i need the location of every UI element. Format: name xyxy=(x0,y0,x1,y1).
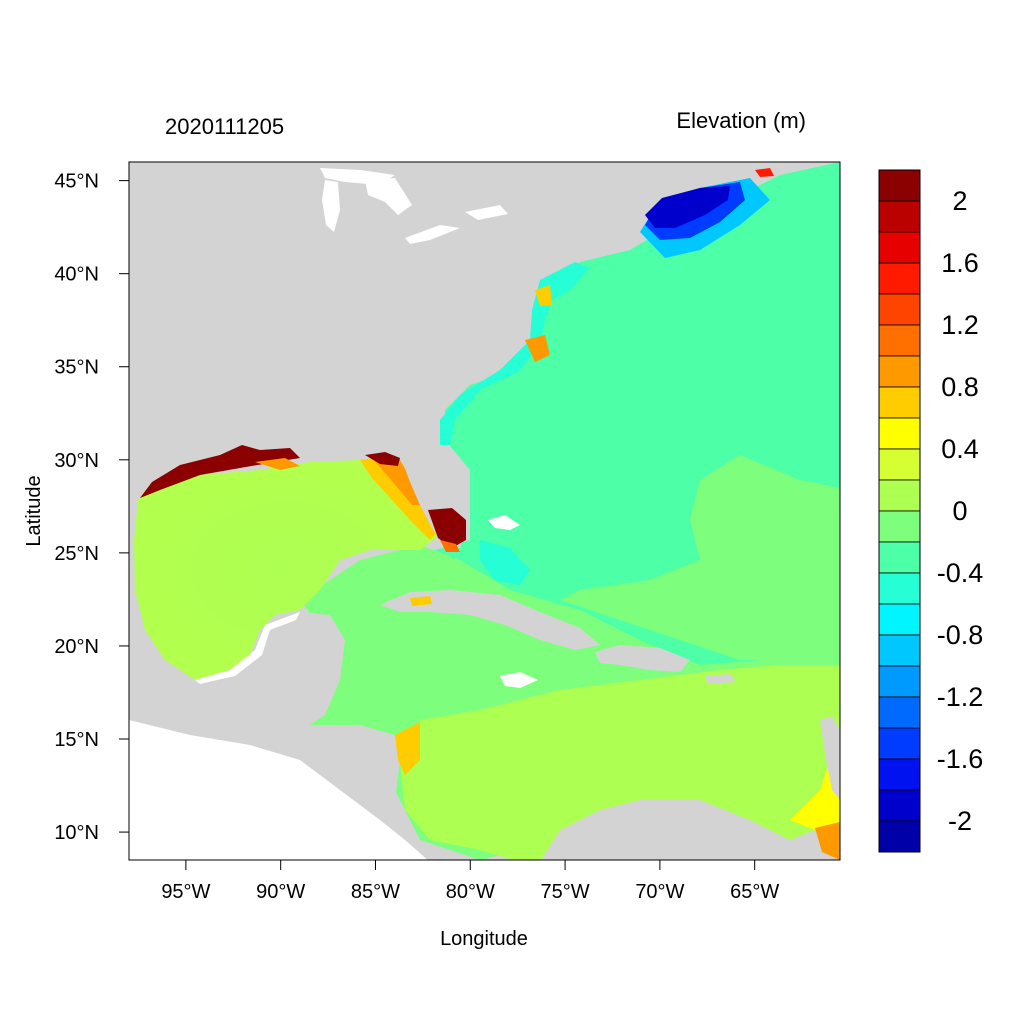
y-tick-label: 30°N xyxy=(54,450,99,472)
colorbar-swatch xyxy=(878,665,921,698)
y-tick-label: 45°N xyxy=(54,171,99,193)
colorbar-swatch xyxy=(878,324,921,357)
florida-keys-surge xyxy=(440,540,460,552)
colorbar-label: -1.2 xyxy=(937,682,984,712)
nova-scotia-surge xyxy=(755,168,774,177)
colorbar-label: 2 xyxy=(952,186,967,216)
colorbar-swatch xyxy=(878,417,921,450)
delaware-surge xyxy=(535,285,552,306)
cuba xyxy=(380,590,600,650)
colorbar-swatch xyxy=(878,448,921,481)
y-tick-label: 10°N xyxy=(54,822,99,844)
y-axis-ticks: 45°N 40°N 35°N 30°N 25°N 20°N 15°N 10°N xyxy=(54,171,129,844)
colorbar-swatch xyxy=(878,572,921,605)
lake-erie xyxy=(405,225,460,244)
y-tick-label: 40°N xyxy=(54,264,99,286)
colorbar-swatch xyxy=(878,696,921,729)
mexico-coast-white xyxy=(195,612,300,684)
colorbar-label: 0.4 xyxy=(941,434,979,464)
pamlico-sound-surge xyxy=(525,335,550,362)
gulf-of-maine-lowest xyxy=(645,186,730,228)
colorbar-swatch xyxy=(878,510,921,543)
colorbar-frame xyxy=(878,169,921,853)
lake-ontario xyxy=(465,205,508,220)
y-tick-label: 35°N xyxy=(54,357,99,379)
trinidad-surge xyxy=(815,822,840,860)
southern-caribbean-sea xyxy=(400,665,840,860)
pacific-ocean xyxy=(129,720,428,860)
x-tick-label: 90°W xyxy=(256,881,305,903)
east-coast-shelf xyxy=(440,262,590,445)
florida-west-coast-high-surge xyxy=(372,458,424,505)
bahamas-land xyxy=(488,515,520,530)
colorbar-swatch xyxy=(878,603,921,636)
florida-big-bend-inundation xyxy=(365,452,400,466)
y-axis-title: Latitude xyxy=(23,475,45,546)
y-tick-label: 20°N xyxy=(54,636,99,658)
map-date-title: 2020111205 xyxy=(165,114,284,139)
colorbar-swatch xyxy=(878,789,921,822)
elevation-colorbar: 2 1.6 1.2 0.8 0.4 0 -0.4 -0.8 -1.2 -1.6 -2 xyxy=(878,169,984,853)
x-tick-label: 95°W xyxy=(161,881,210,903)
colorbar-swatch xyxy=(878,386,921,419)
x-tick-label: 70°W xyxy=(635,881,684,903)
colorbar-label: -2 xyxy=(948,806,972,836)
x-tick-label: 75°W xyxy=(541,881,590,903)
florida-west-coast-surge xyxy=(360,455,440,540)
south-florida-inundation xyxy=(428,508,466,548)
honduras-surge xyxy=(395,722,420,775)
colorbar-label: -0.8 xyxy=(937,620,984,650)
puerto-rico xyxy=(705,674,736,684)
x-axis-title: Longitude xyxy=(440,928,528,950)
map-panel xyxy=(129,162,840,860)
colorbar-swatch xyxy=(878,231,921,264)
colorbar-swatch xyxy=(878,634,921,667)
colorbar-swatch xyxy=(878,727,921,760)
colorbar-label: 1.2 xyxy=(941,310,979,340)
colorbar-swatch xyxy=(878,355,921,388)
colorbar-label: 0.8 xyxy=(941,372,979,402)
hispaniola xyxy=(595,645,690,672)
x-tick-label: 80°W xyxy=(446,881,495,903)
y-tick-label: 25°N xyxy=(54,543,99,565)
lake-michigan xyxy=(322,180,340,232)
colorbar-swatch xyxy=(878,293,921,326)
x-tick-label: 65°W xyxy=(730,881,779,903)
jamaica xyxy=(500,672,538,688)
colorbar-swatch xyxy=(878,820,921,853)
y-tick-label: 15°N xyxy=(54,729,99,751)
venezuela-surge xyxy=(790,760,840,835)
colorbar-swatch xyxy=(878,541,921,574)
gulf-coast-inundation xyxy=(140,445,300,498)
lesser-antilles xyxy=(820,716,840,800)
map-variable-title: Elevation (m) xyxy=(676,108,806,133)
colorbar-swatch xyxy=(878,262,921,295)
louisiana-surge xyxy=(255,458,300,470)
map-frame xyxy=(128,161,841,861)
x-tick-label: 85°W xyxy=(351,881,400,903)
yucatan-peninsula xyxy=(265,612,345,725)
south-america xyxy=(541,800,840,860)
colorbar-label: -0.4 xyxy=(937,558,984,588)
central-atlantic-neutral-zone xyxy=(560,455,840,660)
colorbar-swatch xyxy=(878,169,921,202)
colorbar-swatch xyxy=(878,200,921,233)
colorbar-label: 1.6 xyxy=(941,248,979,278)
colorbar-label: -1.6 xyxy=(937,744,984,774)
cuba-surge xyxy=(410,596,432,606)
lake-huron xyxy=(365,178,412,215)
colorbar-swatch xyxy=(878,758,921,791)
colorbar-label: 0 xyxy=(952,496,967,526)
x-axis-ticks: 95°W 90°W 85°W 80°W 75°W 70°W 65°W xyxy=(161,860,779,903)
bahamas-shoals xyxy=(480,540,530,585)
colorbar-swatch xyxy=(878,479,921,512)
gulf-of-mexico xyxy=(134,460,440,680)
